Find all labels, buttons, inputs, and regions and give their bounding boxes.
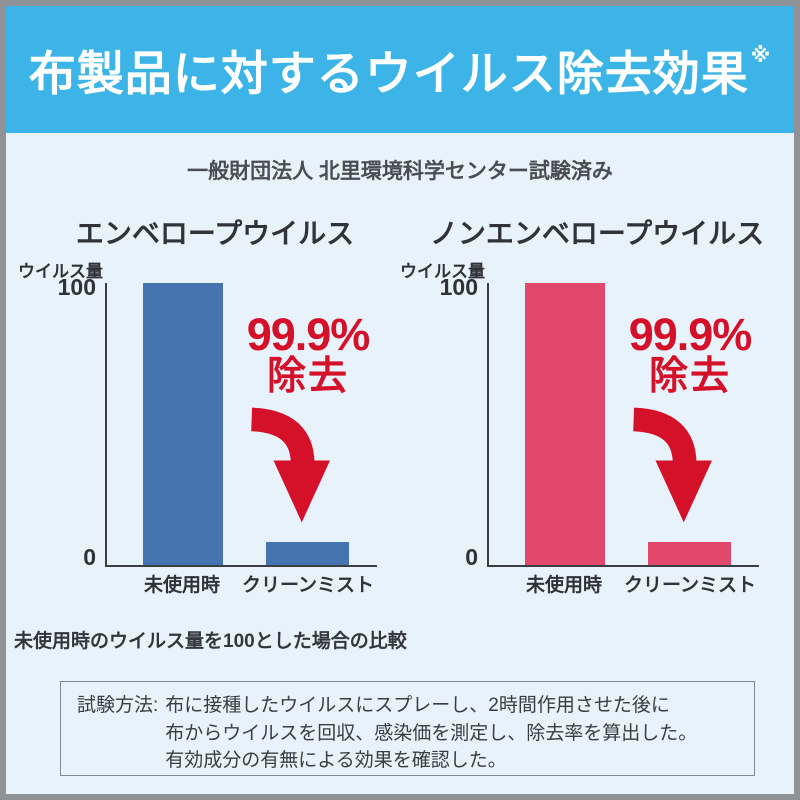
y-axis-label: ウイルス量 [18, 262, 103, 281]
removal-callout: 99.9% 除去 [246, 309, 371, 398]
method-line-2: 布からウイルスを回収、感染価を測定し、除去率を算出した。 [165, 722, 698, 744]
chart-envelope-virus: エンベロープウイルス ウイルス量 100 0 未使用時 クリーンミスト 99.9… [12, 212, 394, 612]
removal-action: 除去 [266, 355, 350, 398]
chart-non-envelope-virus: ノンエンベロープウイルス ウイルス量 100 0 未使用時 クリーンミスト 99… [394, 212, 776, 612]
y-axis-label: ウイルス量 [400, 262, 485, 281]
page-title: 布製品に対するウイルス除去効果 ※ [29, 35, 771, 104]
bar-clean-mist [648, 542, 731, 565]
removal-percent: 99.9% [628, 309, 753, 360]
plot-area [487, 283, 759, 567]
method-lines: 布に接種したウイルスにスプレーし、2時間作用させた後に 布からウイルスを回収、感… [165, 692, 698, 771]
y-tick-100: 100 [57, 274, 96, 300]
bar-unused [143, 283, 223, 565]
removal-action: 除去 [648, 355, 732, 398]
removal-callout: 99.9% 除去 [628, 309, 753, 398]
x-label-clean-mist: クリーンミスト [623, 575, 757, 596]
x-label-clean-mist: クリーンミスト [241, 575, 375, 596]
arrow-down-icon [250, 407, 330, 523]
x-label-unused: 未使用時 [143, 575, 221, 596]
method-label: 試験方法: [77, 695, 159, 716]
bar-clean-mist [266, 542, 349, 565]
header-banner: 布製品に対するウイルス除去効果 ※ [6, 6, 794, 133]
comparison-note: 未使用時のウイルス量を100とした場合の比較 [14, 631, 407, 652]
page-title-text: 布製品に対するウイルス除去効果 [28, 47, 749, 100]
method-line-3: 有効成分の有無による効果を確認した。 [165, 750, 507, 772]
method-box: 試験方法: 布に接種したウイルスにスプレーし、2時間作用させた後に 布からウイル… [60, 681, 755, 776]
title-note-mark: ※ [750, 45, 772, 67]
test-certification-subtitle: 一般財団法人 北里環境科学センター試験済み [187, 160, 613, 183]
y-tick-0: 0 [465, 544, 478, 570]
y-tick-0: 0 [83, 544, 96, 570]
y-tick-100: 100 [439, 274, 478, 300]
arrow-down-icon [632, 407, 712, 523]
method-line-1: 布に接種したウイルスにスプレーし、2時間作用させた後に [165, 695, 670, 716]
chart-title: ノンエンベロープウイルス [429, 218, 765, 249]
removal-percent: 99.9% [246, 309, 371, 360]
chart-title: エンベロープウイルス [75, 218, 355, 249]
plot-area [105, 283, 377, 567]
x-label-unused: 未使用時 [525, 575, 603, 596]
bar-unused [525, 283, 605, 565]
